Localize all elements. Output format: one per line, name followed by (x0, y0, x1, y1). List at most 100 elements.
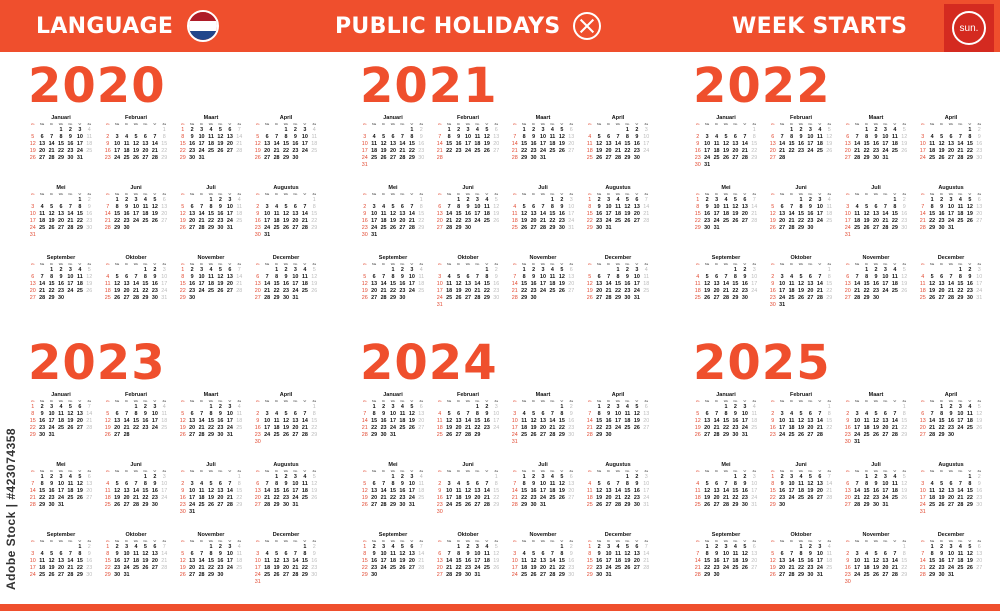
weekday-label: Vr (228, 262, 232, 266)
day-cell: 9 (799, 134, 803, 140)
day-cell: 29 (521, 155, 528, 161)
day-cell: 17 (704, 148, 711, 154)
day-cell: 17 (882, 281, 889, 287)
weekday-label: Zo (180, 262, 185, 266)
weekday-label: Za (644, 262, 649, 266)
day-cell (702, 127, 711, 134)
week-row: 28 29 30 31 (510, 502, 576, 509)
day-cell: 30 (741, 502, 748, 508)
weekday-label: Di (940, 399, 943, 403)
weekday-label: Do (733, 539, 738, 543)
weekday-label: Wo (948, 192, 954, 196)
week-row: 14 15 16 17 18 19 20 (435, 141, 501, 148)
week-row: 10 11 12 13 14 15 16 (918, 141, 984, 148)
day-cell: 2 (560, 197, 564, 203)
weekday-label: Wo (58, 122, 64, 126)
day-cell: 25 (301, 288, 308, 294)
day-cell (300, 404, 309, 411)
day-cell: 11 (521, 558, 527, 564)
day-cell (28, 197, 37, 204)
day-cell: 17 (633, 281, 640, 287)
day-cell: 9 (485, 411, 489, 417)
weekday-label: Za (494, 469, 499, 473)
day-cell: 6 (400, 204, 404, 210)
day-cell: 19 (596, 148, 603, 154)
day-cell: 3 (372, 204, 376, 210)
weekday-label: Za (162, 399, 167, 403)
day-cell: 8 (597, 411, 601, 417)
month-juli: Juli Zo Ma Di Wo Do Vr Za 1 2 3 4 5 6 7 8 9 10 11 12 13 14 15 1… (510, 461, 576, 523)
weekday-label: Za (87, 469, 92, 473)
day-cell: 20 (226, 281, 233, 287)
day-cell: 4 (391, 544, 395, 550)
day-cell: 5 (771, 551, 775, 557)
day-cell (843, 267, 852, 274)
language-selector[interactable]: LANGUAGE (36, 0, 220, 52)
day-cell: 26 (493, 218, 500, 224)
public-holidays-toggle[interactable]: PUBLIC HOLIDAYS (335, 0, 601, 52)
day-cell: 17 (198, 141, 205, 147)
day-cell: 20 (732, 148, 739, 154)
day-cell: 26 (455, 295, 462, 301)
day-cell (862, 197, 871, 204)
week-row: 24 25 26 27 28 29 30 (435, 295, 501, 302)
day-cell: 1 (363, 544, 367, 550)
day-cell: 10 (226, 411, 233, 417)
day-cell: 3 (855, 411, 859, 417)
day-cell (613, 127, 622, 134)
day-cell: 10 (474, 551, 481, 557)
day-cell (843, 404, 852, 411)
close-circle-icon[interactable] (572, 12, 601, 40)
day-cell: 24 (67, 288, 74, 294)
day-cell (740, 162, 749, 169)
day-cell (197, 509, 206, 516)
day-cell: 22 (455, 565, 462, 571)
day-cell: 22 (521, 288, 528, 294)
day-cell: 3 (644, 127, 648, 133)
day-cell: 18 (301, 281, 308, 287)
day-cell: 13 (189, 211, 196, 217)
day-cell: 14 (273, 141, 280, 147)
weekday-label: Wo (873, 399, 879, 403)
day-cell (702, 267, 711, 274)
day-cell: 20 (264, 148, 271, 154)
week-starts-selector[interactable]: WEEK STARTS (732, 0, 907, 52)
day-cell: 22 (207, 218, 214, 224)
day-cell: 14 (741, 141, 748, 147)
day-cell: 6 (949, 481, 953, 487)
day-cell: 12 (48, 211, 55, 217)
day-cell: 4 (265, 551, 269, 557)
day-cell (75, 432, 84, 439)
day-cell: 19 (361, 495, 368, 501)
day-cell: 22 (722, 425, 729, 431)
day-cell: 7 (752, 197, 756, 203)
day-cell: 27 (568, 148, 575, 154)
netherlands-flag-icon[interactable] (187, 10, 220, 42)
day-cell: 23 (807, 565, 814, 571)
day-cell (890, 544, 899, 551)
day-cell: 27 (493, 148, 500, 154)
week-row: 12 13 14 15 16 17 18 (253, 141, 319, 148)
day-cell: 6 (256, 274, 260, 280)
day-cell: 10 (198, 134, 205, 140)
day-cell: 21 (264, 288, 271, 294)
weekday-header: Zo Ma Di Wo Do Vr Za (435, 192, 501, 197)
weekday-label: Za (644, 539, 649, 543)
day-cell: 9 (940, 204, 944, 210)
day-cell (721, 162, 730, 169)
day-cell: 4 (550, 267, 554, 273)
day-cell: 2 (40, 404, 44, 410)
weekday-label: Do (400, 122, 405, 126)
day-cell (731, 225, 740, 232)
weekday-label: Zo (512, 262, 517, 266)
weekday-label: Wo (798, 122, 804, 126)
day-cell (492, 509, 501, 516)
day-cell: 26 (966, 218, 973, 224)
day-cell: 31 (436, 302, 443, 308)
weekday-label: Di (790, 399, 793, 403)
weekday-label: Ma (115, 122, 120, 126)
day-cell: 12 (254, 141, 261, 147)
day-cell (731, 572, 740, 579)
week-start-badge[interactable]: sun. (944, 4, 994, 52)
month-name: Juli (538, 185, 548, 191)
